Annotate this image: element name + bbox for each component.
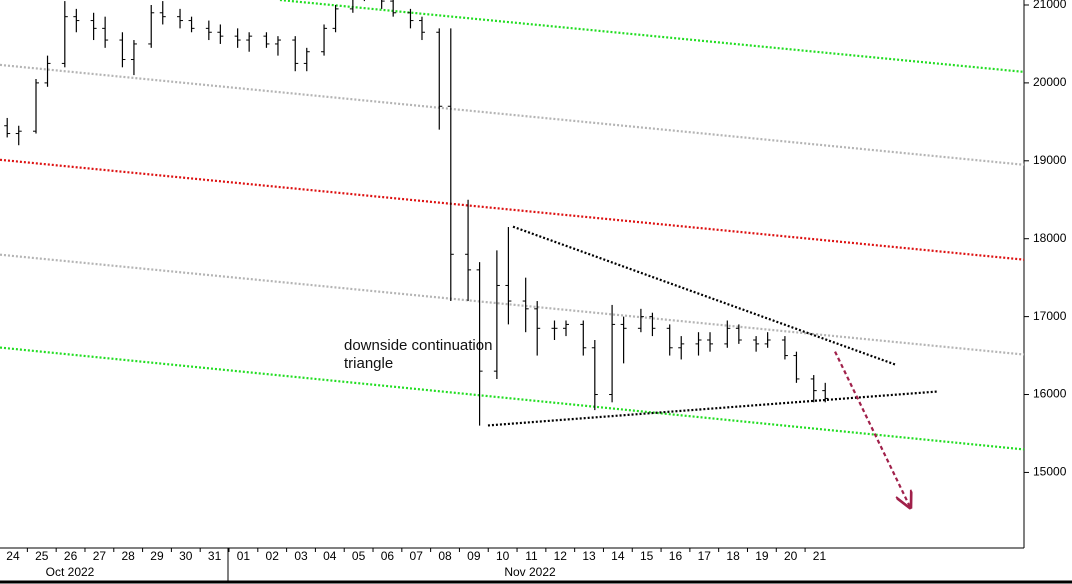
- y-tick-label: 16000: [1033, 387, 1067, 401]
- forecast-arrow: [834, 351, 910, 508]
- x-tick-label: 21: [813, 549, 827, 563]
- x-tick-label: 29: [150, 549, 164, 563]
- x-tick-label: 09: [467, 549, 481, 563]
- trend-line: [0, 253, 1025, 356]
- x-tick-label: 20: [784, 549, 798, 563]
- x-tick-label: 26: [64, 549, 78, 563]
- month-label: Oct 2022: [46, 565, 95, 579]
- x-tick-label: 30: [179, 549, 193, 563]
- x-tick-label: 27: [93, 549, 107, 563]
- x-tick-label: 10: [496, 549, 510, 563]
- y-tick-label: 19000: [1033, 153, 1067, 167]
- x-tick-label: 11: [525, 549, 538, 563]
- x-tick-label: 31: [208, 549, 222, 563]
- y-tick-label: 15000: [1033, 465, 1067, 479]
- x-tick-label: 06: [381, 549, 395, 563]
- x-tick-label: 16: [669, 549, 683, 563]
- x-tick-label: 17: [698, 549, 712, 563]
- x-tick-label: 19: [755, 549, 769, 563]
- y-tick-label: 21000: [1033, 0, 1067, 11]
- annotation: triangle: [344, 355, 393, 372]
- x-tick-label: 24: [6, 549, 20, 563]
- trend-line: [279, 0, 1025, 74]
- trend-line: [487, 390, 938, 427]
- x-tick-label: 01: [237, 549, 251, 563]
- month-label: Nov 2022: [504, 565, 556, 579]
- x-tick-label: 07: [410, 549, 424, 563]
- x-tick-label: 28: [122, 549, 136, 563]
- x-tick-label: 12: [554, 549, 568, 563]
- x-tick-label: 15: [640, 549, 654, 563]
- x-tick-label: 03: [294, 549, 308, 563]
- y-tick-label: 20000: [1033, 75, 1067, 89]
- x-tick-label: 13: [582, 549, 596, 563]
- y-tick-label: 18000: [1033, 231, 1067, 245]
- y-tick-label: 17000: [1033, 309, 1067, 323]
- x-tick-label: 04: [323, 549, 337, 563]
- x-tick-label: 14: [611, 549, 625, 563]
- annotation: downside continuation: [344, 337, 492, 354]
- x-tick-label: 02: [266, 549, 280, 563]
- x-tick-label: 05: [352, 549, 366, 563]
- trend-line: [0, 158, 1025, 261]
- trend-line: [0, 346, 1025, 451]
- x-tick-label: 25: [35, 549, 49, 563]
- x-tick-label: 18: [726, 549, 740, 563]
- trend-line: [0, 63, 1025, 166]
- x-tick-label: 08: [438, 549, 452, 563]
